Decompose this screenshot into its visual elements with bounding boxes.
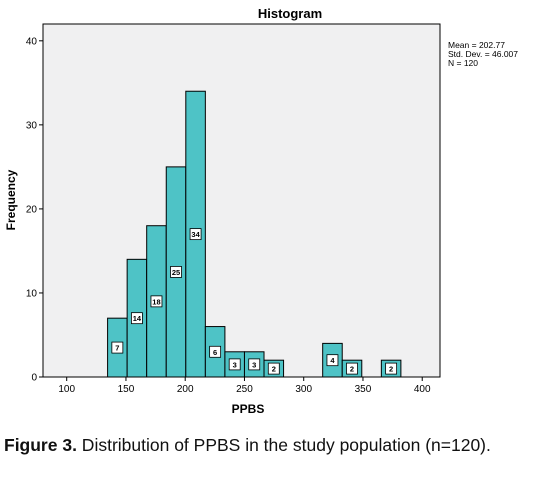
mean-stat: Mean = 202.77 (448, 40, 505, 50)
figure-label: Figure 3. (4, 435, 77, 455)
bar-data-label: 3 (233, 360, 237, 369)
x-tick-label: 200 (177, 384, 194, 395)
x-tick-label: 150 (118, 384, 135, 395)
x-tick-label: 350 (355, 384, 372, 395)
axes: 100 150 200 250 300 350 400 0 10 20 30 40 (26, 36, 431, 395)
y-tick-label: 30 (26, 120, 38, 131)
bar-label-box (248, 358, 261, 371)
y-tick-label: 40 (26, 36, 38, 47)
y-tick-label: 0 (31, 373, 37, 384)
y-tick-label: 10 (26, 288, 38, 299)
bar-data-label: 3 (252, 360, 256, 369)
bar-data-label: 4 (330, 356, 335, 365)
chart-title: Histogram (258, 6, 322, 21)
caption-text: Distribution of PPBS in the study popula… (76, 435, 491, 455)
bar-data-label: 7 (115, 344, 119, 353)
x-axis-label: PPBS (232, 402, 265, 416)
bar-label-box (209, 345, 222, 358)
y-axis-label: Frequency (4, 169, 18, 230)
bar-data-label: 2 (389, 365, 393, 374)
std-dev-stat: Std. Dev. = 46.007 (448, 49, 519, 59)
bar-label-box (189, 228, 202, 241)
bar-label-box (150, 295, 163, 308)
bar-data-label: 2 (272, 365, 276, 374)
bar-label-box (131, 312, 143, 325)
x-tick-label: 100 (58, 384, 75, 395)
bar-label-box (326, 354, 339, 367)
bar-data-label: 14 (133, 314, 142, 323)
bar-data-label: 2 (350, 365, 354, 374)
plot-area (42, 23, 441, 378)
bar-data-label: 25 (172, 268, 180, 277)
x-tick-label: 300 (295, 384, 312, 395)
bar-label-box (385, 362, 398, 375)
bar-label-box (111, 341, 124, 354)
bar-data-label: 18 (152, 297, 160, 306)
bars: 7 14 18 25 34 6 3 3 2 4 2 2 (107, 90, 402, 378)
bar-label-box (228, 358, 241, 371)
bar-label-box (346, 362, 358, 375)
bar-data-label: 34 (191, 230, 200, 239)
summary-statistics: Mean = 202.77 Std. Dev. = 46.007 N = 120 (448, 41, 518, 68)
sample-size-stat: N = 120 (448, 58, 479, 68)
bar-data-label: 6 (213, 348, 217, 357)
figure-caption: Figure 3. Distribution of PPBS in the st… (4, 434, 542, 457)
y-tick-label: 20 (26, 204, 38, 215)
x-tick-label: 400 (414, 384, 431, 395)
x-tick-label: 250 (236, 384, 253, 395)
bar-label-box (267, 362, 280, 375)
bar-label-box (170, 266, 182, 278)
